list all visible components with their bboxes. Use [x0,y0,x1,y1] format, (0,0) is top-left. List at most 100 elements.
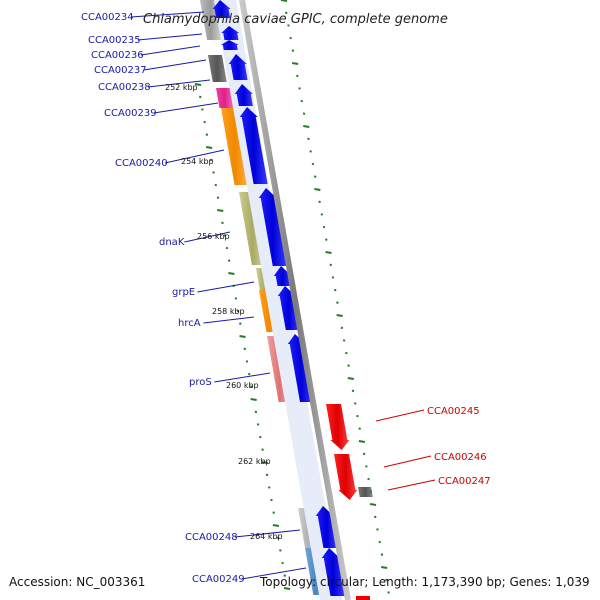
inner-ruler-mark [221,221,224,225]
inner-ruler-mark [205,146,213,149]
genome-backbone [239,0,351,600]
outer-ruler-mark [322,225,326,229]
inner-ruler-mark [212,171,215,174]
forward-gene-arrow-10 [315,506,338,548]
strand-lane-fill [214,0,342,600]
inner-ruler-mark [279,549,282,552]
reverse-gene-block-small [358,487,373,497]
outer-ruler-mark [381,566,388,569]
forward-gene-arrow-11 [321,548,345,596]
position-label-0: 252 kbp [165,83,198,92]
leader-9 [203,316,255,324]
inner-ruler-mark [254,410,258,414]
cog-segment-3 [221,108,249,185]
position-label-5: 262 kbp [238,457,271,466]
leader-2 [140,45,201,56]
outer-ruler-mark [347,377,354,380]
outer-ruler-mark [329,263,332,267]
tick-ruler [194,0,390,594]
gene-label-cca00247: CCA00247 [438,476,491,487]
outer-ruler-mark [303,125,310,128]
inner-ruler-mark [276,536,280,540]
outer-ruler-mark [289,36,292,40]
outer-ruler-mark [340,326,344,330]
gene-label-grpe: grpE [172,287,195,298]
outer-ruler-mark [356,414,359,418]
topology-text: Topology: circular; Length: 1,173,390 bp… [259,575,590,589]
leader-3 [143,59,207,71]
cog-segment-1 [208,55,227,82]
inner-ruler-mark [214,183,218,187]
leader-6 [164,149,225,164]
inner-ruler-mark [243,347,246,351]
leader-right-2 [387,479,436,491]
position-label-2: 256 kbp [197,232,230,241]
inner-ruler-mark [272,524,280,527]
position-label-4: 260 kbp [226,381,259,390]
outer-ruler-mark [320,213,324,216]
gene-label-cca00245: CCA00245 [427,406,480,417]
inner-ruler-mark [267,486,271,489]
outer-ruler-mark [325,238,328,241]
leader-10 [214,372,271,383]
inner-ruler-mark [270,498,273,502]
outer-ruler-mark [387,591,390,594]
leader-4 [147,79,211,88]
inner-ruler-mark [194,83,202,86]
outer-ruler-mark [336,314,343,317]
position-labels: 252 kbp 254 kbp 256 kbp 258 kbp 260 kbp 262 k… [165,83,283,541]
outer-ruler-mark [367,477,370,481]
outer-ruler-mark [280,0,288,2]
map-title: Chlamydophila caviae GPIC, complete geno… [143,12,448,27]
outer-ruler-mark [333,288,337,292]
outer-ruler-mark [358,440,366,443]
leader-0 [130,11,205,18]
gene-label-cca00249: CCA00249 [192,574,245,585]
outer-ruler-mark [369,503,377,506]
leader-right-0 [375,409,425,422]
outer-ruler-mark [345,351,348,355]
outer-ruler-mark [313,175,317,178]
inner-ruler-mark [247,372,251,376]
reverse-strand-track [326,404,373,600]
gene-label-cca00248: CCA00248 [185,532,238,543]
inner-ruler-mark [259,435,262,439]
inner-ruler-mark [198,95,202,99]
gene-label-cca00238: CCA00238 [98,82,151,93]
forward-gene-arrow-6 [258,188,287,266]
forward-gene-arrow-8 [277,286,300,330]
outer-ruler-mark [376,528,379,531]
forward-gene-arrow-0 [212,0,231,18]
inner-ruler-mark [203,120,206,124]
outer-ruler-mark [378,540,381,544]
outer-ruler-mark [347,364,350,367]
inner-ruler-mark [216,196,220,199]
inner-ruler-mark [261,461,268,464]
gene-label-hrca: hrcA [178,318,201,329]
inner-ruler-mark [239,322,242,325]
position-label-6: 264 kbp [250,532,283,541]
outer-ruler-mark [284,11,288,15]
gene-label-cca00240: CCA00240 [115,158,168,169]
inner-ruler-mark [210,158,213,162]
outer-ruler-mark [287,24,290,27]
outer-ruler-mark [365,465,368,468]
outer-ruler-mark [298,87,301,90]
inner-ruler-mark [245,360,249,363]
outer-ruler-mark [314,188,321,191]
outer-ruler-mark [307,137,310,141]
outer-ruler-mark [296,74,299,78]
inner-ruler-mark [239,335,246,338]
inner-ruler-mark [236,309,240,313]
outer-ruler-mark [309,150,312,153]
inner-ruler-mark [250,385,253,388]
outer-ruler-mark [291,62,299,65]
cog-segment-0 [200,0,222,40]
forward-gene-arrow-4 [234,84,253,106]
outer-ruler-mark [351,389,355,393]
leader-right-1 [383,455,432,468]
gene-label-dnak: dnaK [159,237,185,248]
forward-gene-arrow-1 [221,26,240,40]
strand-lane [214,0,342,600]
outer-ruler-mark [342,339,346,342]
